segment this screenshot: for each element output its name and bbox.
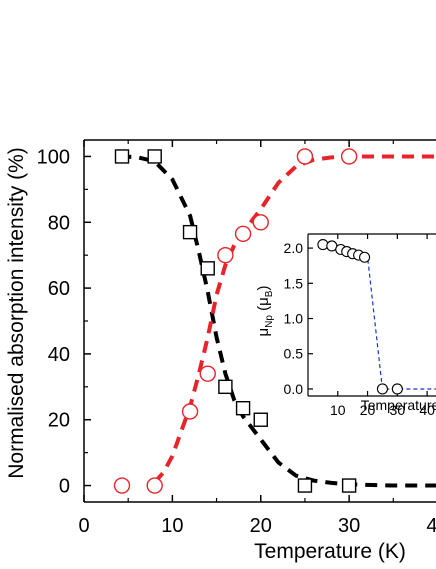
data-point-circle — [146, 477, 163, 494]
x-tick-label: 40 — [426, 515, 436, 537]
fit-curve-circles — [153, 154, 436, 484]
inset-plot: 10 20 30 40 0.0 0.5 1.0 1.5 2.0 Temperature μNp (μ… — [255, 233, 436, 418]
y-tick-label: 40 — [48, 344, 70, 366]
inset-background — [308, 234, 436, 396]
inset-ylabel-open: (μ — [255, 297, 272, 315]
data-point-square — [218, 379, 233, 395]
data-point-square — [297, 478, 313, 493]
inset-ylabel-close: ) — [255, 286, 272, 291]
fit-curve-squares — [119, 154, 436, 488]
x-tick-label: 30 — [338, 515, 360, 537]
data-point-circle — [217, 246, 234, 264]
inset-x-tick-label: 20 — [360, 402, 376, 418]
inset-x-tick-label: 40 — [419, 402, 435, 418]
inset-plot-area — [317, 239, 436, 395]
inset-x-tick-label: 10 — [330, 402, 346, 418]
data-point-square — [114, 149, 130, 164]
y-tick-label: 0 — [59, 476, 70, 498]
data-point-circle — [252, 214, 269, 231]
data-point-square — [147, 149, 162, 164]
inset-ylabel-sub2: B — [264, 290, 275, 297]
inset-y-tick-label: 2.0 — [284, 240, 304, 256]
x-axis-label: Temperature (K) — [254, 540, 406, 563]
inset-x-axis-label: Temperature — [361, 397, 436, 413]
main-plot: 0 10 20 30 40 0 20 40 60 80 100 Temperature (K) Norm… — [5, 139, 436, 563]
inset-ylabel-sub: Np — [264, 315, 275, 328]
y-tick-label: 80 — [48, 212, 70, 234]
data-point-circle — [113, 477, 131, 494]
y-axis-label: Normalised absorption intensity (%) — [5, 147, 28, 478]
data-point-circle — [340, 148, 358, 165]
main-plot-area — [119, 154, 436, 488]
y-tick-label: 20 — [48, 410, 70, 432]
inset-data-point — [391, 383, 403, 395]
inset-y-tick-label: 0.0 — [284, 381, 304, 397]
data-point-square — [341, 478, 357, 493]
data-point-circle — [296, 148, 314, 165]
data-point-square — [253, 412, 268, 427]
data-point-circle — [199, 365, 216, 382]
inset-data-point — [359, 251, 371, 263]
y-tick-label: 100 — [37, 146, 70, 168]
data-point-circle — [234, 225, 252, 242]
inset-data-point — [376, 383, 388, 395]
y-tick-label: 60 — [48, 278, 70, 300]
x-tick-label: 20 — [250, 515, 272, 537]
x-tick-label: 10 — [161, 515, 183, 537]
data-point-square — [235, 401, 251, 416]
data-point-circle — [181, 403, 199, 420]
inset-y-tick-label: 1.5 — [284, 275, 304, 291]
data-point-square — [182, 224, 198, 240]
inset-data-point — [317, 239, 329, 251]
inset-x-tick-label: 30 — [390, 402, 406, 418]
data-point-square — [200, 261, 215, 276]
inset-y-axis-label: μNp (μB) — [255, 286, 275, 337]
inset-y-tick-label: 0.5 — [284, 346, 304, 362]
inset-y-tick-label: 1.0 — [284, 311, 304, 327]
inset-ylabel-mu: μ — [255, 328, 272, 337]
x-tick-label: 0 — [78, 515, 89, 537]
